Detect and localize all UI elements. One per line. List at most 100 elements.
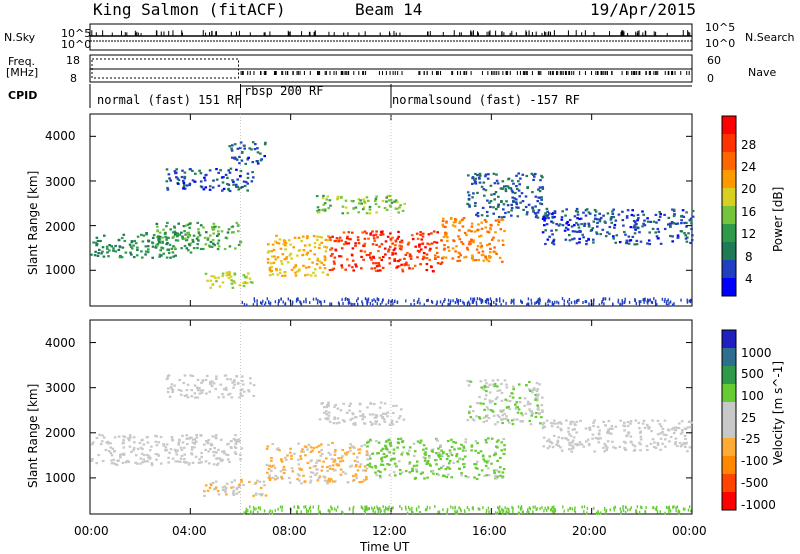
data-cell	[243, 390, 246, 393]
data-cell	[517, 172, 520, 175]
data-cell	[545, 223, 549, 226]
ground-scatter-cell	[462, 300, 464, 304]
ground-scatter-cell	[269, 301, 272, 305]
data-cell	[614, 425, 618, 428]
ground-scatter-cell	[485, 300, 487, 304]
data-cell	[628, 239, 632, 242]
ground-scatter-cell	[667, 298, 669, 302]
data-cell	[191, 461, 195, 464]
data-cell	[366, 445, 369, 448]
data-cell	[235, 183, 238, 186]
data-cell	[222, 396, 225, 399]
data-cell	[365, 453, 369, 456]
ground-scatter-cell	[246, 303, 248, 307]
data-cell	[458, 259, 462, 262]
ground-scatter-cell	[687, 508, 690, 512]
ground-scatter-cell	[539, 507, 541, 511]
data-cell	[374, 203, 378, 206]
data-cell	[511, 422, 515, 426]
data-cell	[614, 447, 617, 450]
data-cell	[441, 223, 444, 226]
data-cell	[141, 256, 144, 259]
data-cell	[255, 160, 259, 163]
data-cell	[132, 436, 136, 439]
data-cell	[378, 423, 381, 426]
data-cell	[170, 247, 174, 250]
data-cell	[218, 457, 222, 460]
ground-scatter-cell	[352, 507, 354, 511]
data-cell	[436, 439, 439, 442]
data-cell	[422, 456, 425, 459]
data-cell	[270, 250, 274, 253]
data-cell	[461, 458, 465, 461]
data-cell	[446, 239, 449, 243]
data-cell	[288, 451, 292, 454]
data-cell	[191, 438, 195, 441]
data-cell	[230, 486, 233, 489]
data-cell	[499, 456, 502, 460]
data-cell	[376, 236, 379, 239]
data-cell	[212, 454, 216, 457]
data-cell	[574, 210, 578, 213]
data-cell	[369, 457, 372, 460]
data-cell	[371, 422, 374, 425]
data-cell	[501, 218, 505, 222]
data-cell	[176, 234, 179, 237]
ground-scatter-cell	[457, 301, 459, 305]
power-ytick-1000: 1000	[45, 263, 76, 277]
data-cell	[141, 240, 145, 243]
data-cell	[541, 423, 545, 426]
ground-scatter-cell	[268, 301, 270, 305]
data-cell	[215, 280, 218, 283]
data-cell	[560, 449, 564, 452]
data-cell	[290, 457, 293, 460]
ground-scatter-cell	[252, 510, 255, 514]
ground-scatter-cell	[563, 299, 565, 303]
data-cell	[486, 414, 489, 417]
data-cell	[175, 168, 178, 171]
data-cell	[400, 263, 403, 266]
data-cell	[139, 446, 143, 449]
ground-scatter-cell	[513, 301, 515, 305]
data-cell	[542, 445, 545, 448]
data-cell	[335, 237, 339, 240]
data-cell	[623, 447, 626, 450]
data-cell	[425, 253, 429, 256]
data-cell	[381, 233, 385, 236]
data-cell	[242, 281, 245, 285]
data-cell	[468, 205, 471, 208]
data-cell	[270, 266, 273, 269]
data-cell	[354, 242, 357, 245]
data-cell	[211, 380, 214, 383]
data-cell	[177, 178, 181, 182]
data-cell	[400, 245, 403, 248]
ground-scatter-cell	[249, 505, 251, 509]
data-cell	[474, 449, 477, 452]
data-cell	[220, 438, 223, 441]
ground-scatter-cell	[532, 510, 534, 514]
data-cell	[639, 438, 643, 441]
data-cell	[484, 226, 487, 229]
data-cell	[342, 231, 346, 234]
data-cell	[471, 418, 475, 421]
data-cell	[218, 285, 222, 288]
data-cell	[476, 460, 479, 463]
data-cell	[614, 219, 618, 222]
data-cell	[553, 215, 556, 219]
data-cell	[180, 448, 184, 452]
data-cell	[90, 459, 94, 462]
data-cell	[557, 436, 561, 439]
data-cell	[333, 453, 337, 456]
ground-scatter-cell	[244, 510, 247, 514]
data-cell	[323, 209, 327, 212]
velocity-cb-tick-m1000: -1000	[741, 498, 776, 512]
data-cell	[454, 218, 457, 221]
data-cell	[205, 231, 208, 234]
data-cell	[476, 467, 479, 470]
data-cell	[360, 202, 363, 205]
data-cell	[608, 432, 611, 435]
data-cell	[270, 469, 273, 472]
data-cell	[144, 250, 148, 253]
data-cell	[294, 274, 298, 277]
data-cell	[142, 443, 146, 446]
